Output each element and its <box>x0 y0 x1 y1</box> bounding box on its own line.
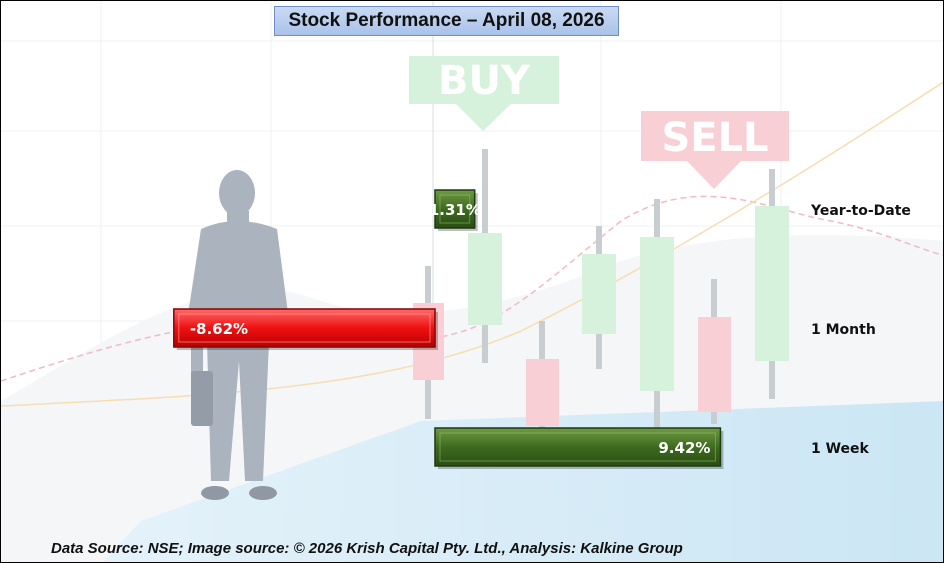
sell-sign-label: SELL <box>661 115 768 161</box>
data-label-1-month: -8.62% <box>190 320 248 338</box>
footer-source: Data Source: NSE; Image source: © 2026 K… <box>51 540 683 557</box>
category-label-1-week: 1 Week <box>811 441 870 457</box>
bar-bevel-1-month <box>178 313 431 343</box>
bar-1-week <box>434 427 722 467</box>
bar-year-to-date <box>434 189 476 229</box>
bar-bevel-1-week <box>439 432 716 462</box>
category-label-1-month: 1 Month <box>811 322 876 338</box>
buy-sign-label: BUY <box>438 58 531 104</box>
data-label-year-to-date: 1.31% <box>429 201 481 219</box>
data-label-1-week: 9.42% <box>658 439 710 457</box>
category-label-year-to-date: Year-to-Date <box>810 203 911 219</box>
chart-title: Stock Performance – April 08, 2026 <box>274 6 619 36</box>
bar-1-month <box>173 308 436 348</box>
bar-bevel-year-to-date <box>439 194 471 224</box>
